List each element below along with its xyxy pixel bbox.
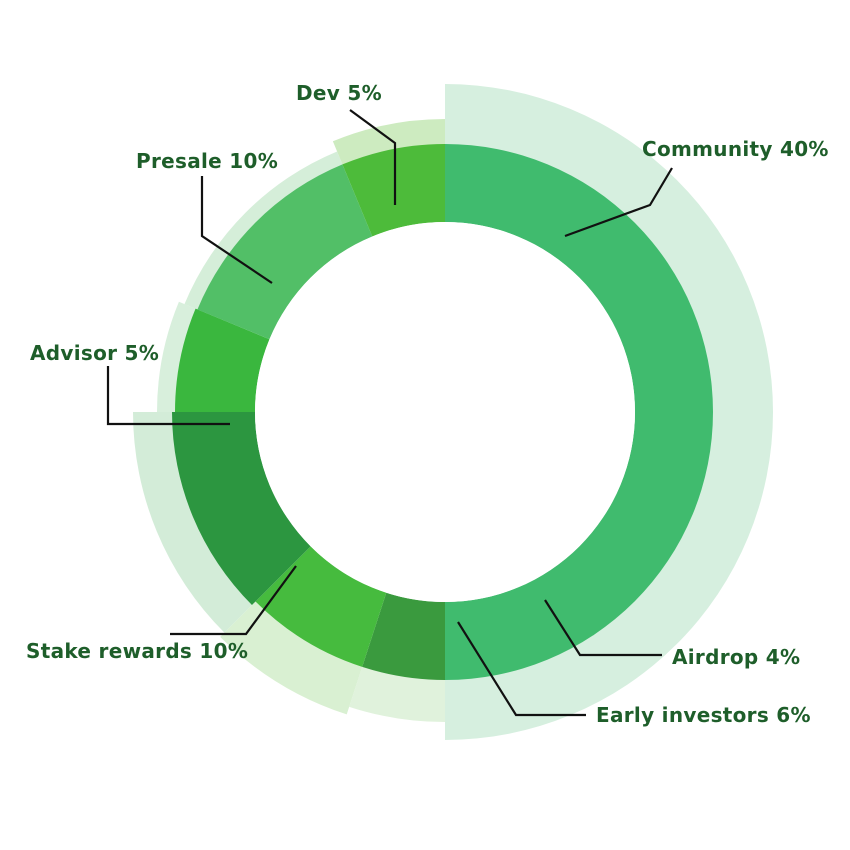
label-group: Community 40% Airdrop 4% Early investors 6… [26, 81, 829, 727]
label-dev: Dev 5% [296, 81, 382, 105]
label-community: Community 40% [642, 137, 829, 161]
outer-band-stake-rewards [133, 412, 254, 633]
leader-line-community [564, 167, 673, 238]
leader-line-airdrop [544, 599, 662, 657]
leader-line-presale [200, 176, 273, 284]
outer-band-community [445, 84, 773, 740]
outer-band-group [133, 84, 773, 740]
slice-presale[interactable] [197, 164, 373, 340]
outer-band-early-investors [220, 600, 363, 715]
label-early-investors: Early investors 6% [596, 703, 811, 727]
label-airdrop: Airdrop 4% [672, 645, 800, 669]
slice-advisor[interactable] [175, 308, 270, 412]
slice-airdrop[interactable] [362, 592, 445, 680]
label-advisor: Advisor 5% [30, 341, 159, 365]
leader-line-advisor [106, 366, 230, 426]
outer-band-airdrop [349, 664, 445, 722]
leader-line-dev [349, 109, 397, 205]
outer-band-presale [184, 151, 344, 311]
leader-line-early-investors [457, 621, 586, 717]
label-stake-rewards: Stake rewards 10% [26, 639, 248, 663]
outer-band-advisor [157, 301, 198, 412]
slice-dev[interactable] [342, 144, 445, 237]
slice-stake-rewards[interactable] [172, 412, 311, 606]
outer-band-dev [332, 119, 445, 167]
slice-community[interactable] [445, 144, 713, 680]
label-presale: Presale 10% [136, 149, 278, 173]
leader-line-stake-rewards [170, 565, 297, 636]
donut-hole [255, 222, 635, 602]
